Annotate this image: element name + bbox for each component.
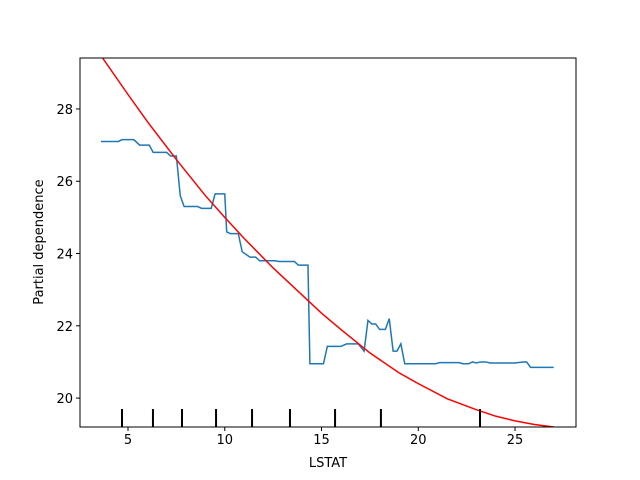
x-tick-label: 15 [313, 433, 330, 448]
y-tick-label: 20 [56, 392, 73, 407]
y-tick-label: 26 [56, 175, 73, 190]
x-tick-label: 5 [124, 433, 132, 448]
y-axis-label: Partial dependence [32, 179, 47, 304]
plot-area [100, 58, 554, 427]
x-axis-label: LSTAT [309, 456, 347, 471]
x-tick-label: 25 [507, 433, 524, 448]
axes-frame [79, 57, 577, 428]
y-tick-label: 22 [56, 320, 73, 335]
x-tick-label: 20 [410, 433, 427, 448]
y-tick-label: 24 [56, 248, 73, 263]
x-tick-label: 10 [216, 433, 233, 448]
data-line [102, 58, 554, 427]
y-tick-label: 28 [56, 103, 73, 118]
data-line [100, 138, 554, 369]
